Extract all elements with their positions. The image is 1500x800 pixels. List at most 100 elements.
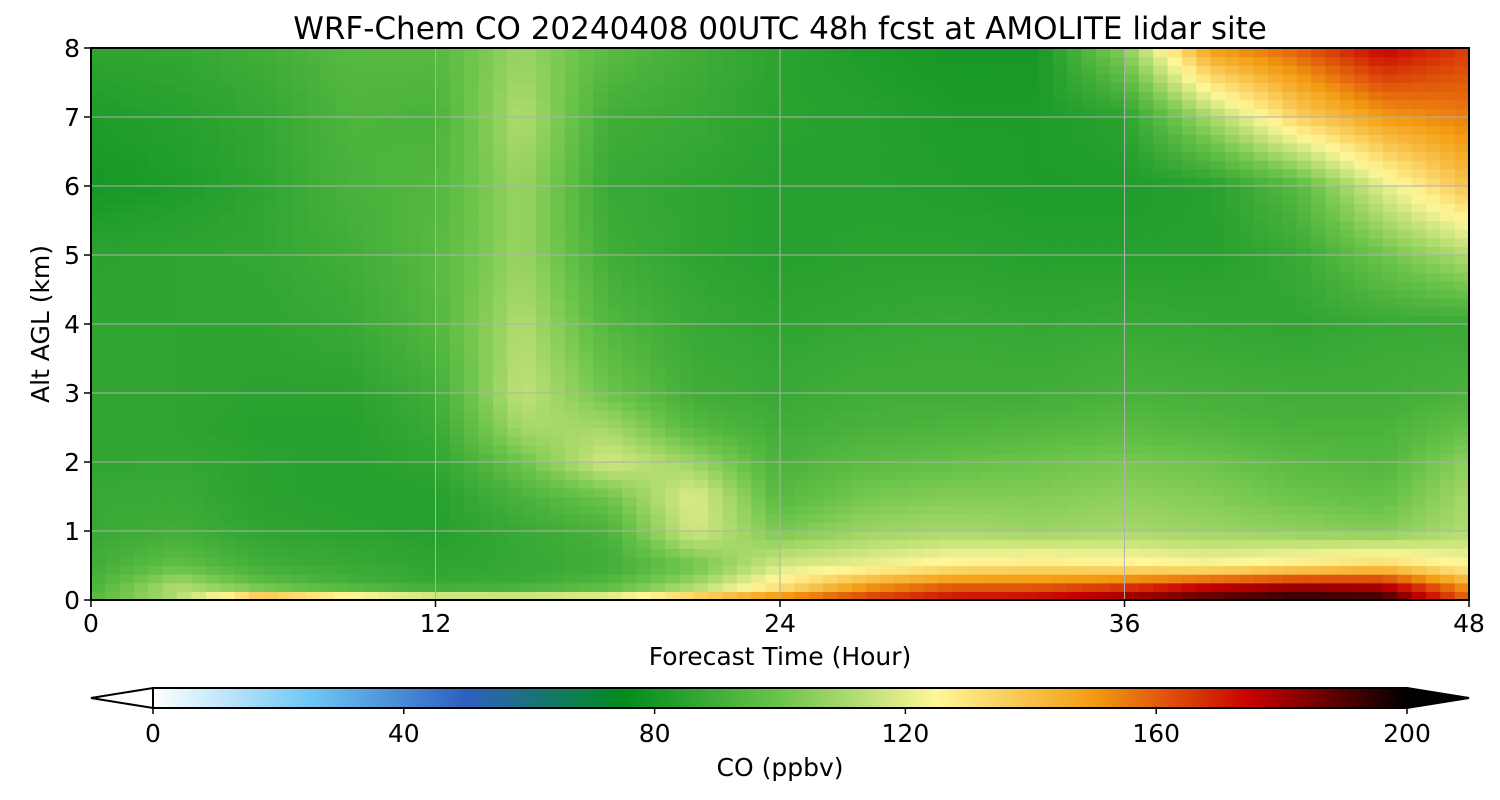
heatmap-cell	[1110, 82, 1126, 92]
heatmap-cell	[937, 48, 953, 58]
heatmap-cell	[636, 513, 652, 523]
heatmap-cell	[980, 255, 996, 265]
heatmap-cell	[909, 91, 925, 101]
heatmap-cell	[1009, 117, 1025, 127]
heatmap-cell	[866, 496, 882, 506]
heatmap-cell	[995, 65, 1011, 75]
heatmap-cell	[550, 410, 566, 420]
heatmap-cell	[650, 306, 666, 316]
heatmap-cell	[535, 151, 551, 161]
heatmap-cell	[607, 160, 623, 170]
heatmap-cell	[593, 263, 609, 273]
heatmap-cell	[263, 462, 279, 472]
heatmap-cell	[780, 177, 795, 187]
heatmap-cell	[937, 418, 953, 429]
heatmap-cell	[392, 255, 408, 265]
heatmap-cell	[335, 117, 350, 127]
heatmap-cell	[1067, 522, 1083, 532]
heatmap-cell	[923, 487, 939, 498]
heatmap-cell	[291, 444, 307, 454]
heatmap-cell	[693, 134, 709, 144]
heatmap-cell	[1067, 574, 1083, 584]
heatmap-cell	[1052, 505, 1068, 515]
heatmap-cell	[134, 479, 150, 489]
heatmap-cell	[607, 211, 623, 222]
heatmap-cell	[851, 324, 867, 334]
heatmap-cell	[320, 367, 336, 377]
heatmap-cell	[550, 73, 566, 84]
heatmap-cell	[823, 522, 839, 532]
heatmap-cell	[564, 427, 580, 437]
heatmap-cell	[105, 82, 121, 92]
heatmap-cell	[220, 306, 236, 316]
heatmap-cell	[837, 237, 853, 247]
heatmap-cell	[248, 582, 264, 592]
heatmap-cell	[765, 341, 781, 351]
heatmap-cell	[579, 220, 594, 230]
heatmap-cell	[966, 513, 982, 523]
heatmap-cell	[665, 82, 681, 92]
heatmap-cell	[980, 513, 996, 523]
heatmap-cell	[923, 453, 939, 463]
heatmap-cell	[550, 444, 566, 454]
heatmap-cell	[794, 142, 810, 153]
heatmap-cell	[91, 211, 106, 222]
heatmap-cell	[579, 168, 594, 178]
heatmap-cell	[1167, 194, 1183, 204]
heatmap-cell	[105, 548, 121, 558]
heatmap-cell	[1181, 349, 1197, 360]
heatmap-cell	[449, 375, 465, 385]
heatmap-cell	[234, 56, 250, 66]
heatmap-cell	[650, 565, 666, 575]
heatmap-cell	[291, 324, 307, 334]
heatmap-cell	[823, 470, 839, 480]
heatmap-cell	[119, 582, 135, 592]
heatmap-cell	[234, 298, 250, 308]
heatmap-cell	[1153, 556, 1169, 567]
heatmap-cell	[1167, 574, 1183, 584]
heatmap-cell	[923, 341, 939, 351]
heatmap-cell	[808, 229, 824, 239]
heatmap-cell	[923, 574, 939, 584]
heatmap-cell	[937, 298, 953, 308]
heatmap-cell	[1110, 410, 1126, 420]
heatmap-cell	[421, 548, 437, 558]
heatmap-cell	[966, 237, 982, 247]
heatmap-cell	[507, 375, 523, 385]
heatmap-cell	[736, 108, 752, 118]
heatmap-cell	[952, 470, 968, 480]
heatmap-cell	[851, 582, 867, 592]
heatmap-cell	[780, 479, 795, 489]
heatmap-cell	[937, 125, 953, 135]
heatmap-cell	[722, 186, 738, 196]
heatmap-cell	[722, 522, 738, 532]
heatmap-cell	[937, 358, 953, 368]
heatmap-cell	[1038, 358, 1054, 368]
heatmap-cell	[708, 82, 724, 92]
heatmap-cell	[91, 539, 106, 549]
heatmap-cell	[866, 194, 882, 204]
heatmap-cell	[923, 505, 939, 515]
heatmap-cell	[665, 91, 681, 101]
heatmap-cell	[91, 574, 106, 584]
heatmap-cell	[478, 479, 494, 489]
heatmap-cell	[837, 56, 853, 66]
heatmap-cell	[579, 574, 594, 584]
heatmap-cell	[162, 280, 178, 291]
heatmap-cell	[636, 99, 652, 109]
heatmap-cell	[191, 99, 207, 109]
heatmap-cell	[277, 298, 293, 308]
heatmap-cell	[722, 65, 738, 75]
heatmap-cell	[191, 531, 207, 541]
heatmap-cell	[894, 246, 910, 256]
heatmap-cell	[248, 194, 264, 204]
heatmap-cell	[177, 444, 193, 454]
heatmap-cell	[636, 496, 652, 506]
heatmap-cell	[478, 582, 494, 592]
heatmap-cell	[406, 99, 422, 109]
heatmap-cell	[1167, 367, 1183, 377]
heatmap-cell	[349, 401, 365, 411]
heatmap-cell	[866, 487, 882, 498]
heatmap-cell	[679, 462, 695, 472]
heatmap-cell	[248, 505, 264, 515]
